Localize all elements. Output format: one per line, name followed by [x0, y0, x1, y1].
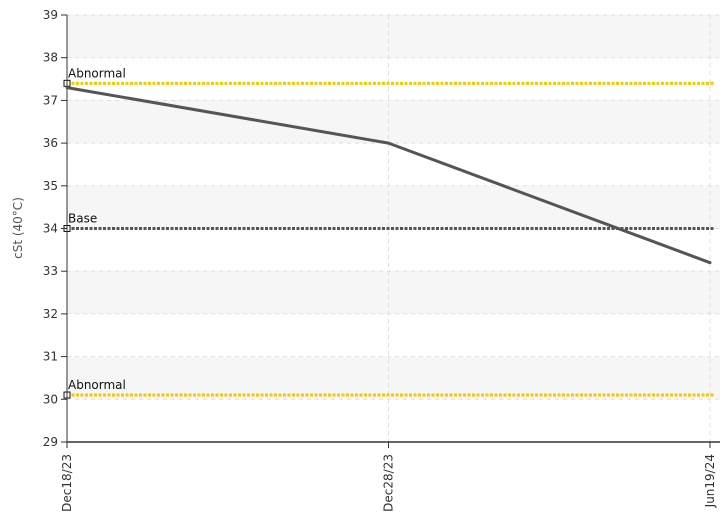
y-tick-label: 33	[43, 264, 58, 278]
reference-label: Base	[68, 212, 97, 226]
y-tick-label: 38	[43, 51, 58, 65]
y-axis-label: cSt (40°C)	[11, 197, 25, 259]
y-tick-label: 29	[43, 435, 58, 449]
data-point	[387, 141, 390, 145]
y-tick-label: 36	[43, 136, 58, 150]
background-band	[67, 185, 720, 229]
x-tick-label: Jun19/24	[703, 454, 717, 508]
background-band	[67, 356, 720, 400]
background-band	[67, 15, 720, 58]
reference-label: Abnormal	[68, 378, 126, 392]
data-point	[708, 261, 712, 265]
background-band	[67, 100, 720, 144]
reference-label: Abnormal	[68, 66, 126, 80]
y-tick-label: 37	[43, 93, 58, 107]
y-tick-label: 31	[43, 350, 58, 364]
y-tick-label: 32	[43, 307, 58, 321]
x-tick-label: Dec18/23	[60, 454, 74, 512]
background-band	[67, 271, 720, 314]
y-tick-label: 35	[43, 179, 58, 193]
data-point	[65, 86, 69, 90]
x-tick-label: Dec28/23	[382, 454, 396, 512]
y-tick-label: 30	[43, 392, 58, 406]
y-tick-label: 39	[43, 8, 58, 22]
y-tick-label: 34	[43, 222, 58, 236]
